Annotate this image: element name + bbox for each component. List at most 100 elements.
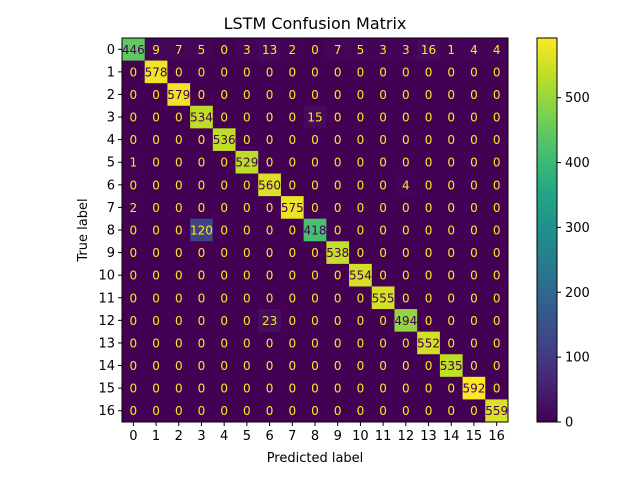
heatmap-cell: [258, 196, 282, 220]
cell-value-label: 538: [326, 246, 349, 260]
heatmap-cell: [122, 38, 146, 61]
heatmap-cell: [122, 60, 146, 84]
cell-value-label: 0: [220, 269, 228, 283]
heatmap-cell: [235, 83, 259, 107]
cell-value-label: 0: [470, 133, 478, 147]
heatmap-cell: [280, 399, 305, 423]
heatmap-cell: [280, 196, 305, 220]
cell-value-label: 0: [470, 404, 478, 418]
cell-value-label: 0: [311, 314, 319, 328]
heatmap-cell: [303, 354, 327, 378]
heatmap-cell: [190, 309, 214, 333]
cell-value-label: 0: [402, 156, 410, 170]
heatmap-cell: [439, 354, 463, 378]
cell-value-label: 0: [334, 404, 342, 418]
cell-value-label: 534: [190, 111, 213, 125]
colorbar-tick-label: 300: [565, 221, 590, 236]
cell-value-label: 0: [311, 269, 319, 283]
cell-value-label: 0: [288, 111, 296, 125]
heatmap-cell: [349, 286, 373, 310]
y-tick-label: 11: [98, 291, 115, 306]
cell-value-label: 0: [243, 133, 251, 147]
cell-value-label: 0: [379, 156, 387, 170]
colorbar-tick-label: 200: [565, 286, 590, 301]
heatmap-cell: [167, 263, 191, 287]
cell-value-label: 0: [152, 156, 160, 170]
cell-value-label: 446: [122, 43, 145, 57]
cell-value-label: 0: [198, 404, 206, 418]
heatmap-cell: [190, 83, 214, 107]
heatmap-cell: [394, 83, 418, 107]
heatmap-cell: [439, 376, 463, 400]
heatmap-cell: [326, 60, 350, 84]
cell-value-label: 0: [152, 88, 160, 102]
heatmap-cell: [371, 241, 395, 265]
cell-value-label: 0: [379, 404, 387, 418]
cell-value-label: 0: [357, 88, 365, 102]
cell-value-label: 0: [266, 246, 274, 260]
heatmap-cell: [439, 83, 463, 107]
cell-value-label: 0: [425, 404, 433, 418]
heatmap-cell: [280, 241, 305, 265]
heatmap-cell: [212, 83, 236, 107]
heatmap-cell: [417, 128, 441, 152]
heatmap-cell: [417, 150, 441, 174]
heatmap-cell: [258, 286, 282, 310]
cell-value-label: 0: [379, 65, 387, 79]
y-tick-label: 0: [107, 43, 115, 58]
cell-value-label: 0: [470, 291, 478, 305]
heatmap-cell: [235, 218, 259, 242]
cell-value-label: 0: [220, 88, 228, 102]
cell-value-label: 0: [243, 246, 251, 260]
cell-value-label: 0: [130, 224, 138, 238]
heatmap-cell: [485, 286, 509, 310]
heatmap-cell: [417, 331, 441, 355]
heatmap-cell: [303, 263, 327, 287]
y-tick-label: 15: [98, 382, 115, 397]
heatmap-cell: [303, 399, 327, 423]
heatmap-cell: [462, 218, 486, 242]
heatmap-cell: [190, 128, 214, 152]
cell-value-label: 0: [311, 156, 319, 170]
heatmap-cell: [144, 196, 168, 220]
cell-value-label: 0: [130, 111, 138, 125]
cell-value-label: 0: [357, 336, 365, 350]
cell-value-label: 0: [402, 269, 410, 283]
cell-value-label: 0: [220, 336, 228, 350]
heatmap-cell: [258, 83, 282, 107]
cell-value-label: 0: [130, 269, 138, 283]
cell-value-label: 0: [198, 201, 206, 215]
cell-value-label: 0: [152, 314, 160, 328]
cell-value-label: 0: [447, 382, 455, 396]
cell-value-label: 0: [198, 382, 206, 396]
cell-value-label: 0: [402, 336, 410, 350]
x-tick-label: 1: [152, 429, 160, 444]
heatmap-cell: [167, 150, 191, 174]
heatmap-cell: [190, 354, 214, 378]
cell-value-label: 0: [198, 88, 206, 102]
heatmap-cell: [417, 263, 441, 287]
heatmap-cell: [212, 173, 236, 197]
heatmap-cell: [371, 83, 395, 107]
heatmap-cell: [167, 60, 191, 84]
cell-value-label: 23: [262, 314, 277, 328]
heatmap-cell: [326, 376, 350, 400]
cell-value-label: 0: [198, 156, 206, 170]
cell-value-label: 0: [493, 291, 501, 305]
heatmap-cell: [122, 376, 146, 400]
heatmap-cell: [349, 150, 373, 174]
cell-value-label: 0: [175, 224, 183, 238]
heatmap-cell: [280, 173, 305, 197]
cell-value-label: 0: [357, 201, 365, 215]
heatmap-cell: [122, 331, 146, 355]
heatmap-cell: [349, 218, 373, 242]
heatmap-cell: [394, 286, 418, 310]
heatmap-cell: [167, 286, 191, 310]
cell-value-label: 0: [311, 88, 319, 102]
heatmap-cell: [349, 263, 373, 287]
cell-value-label: 0: [311, 291, 319, 305]
heatmap-cell: [280, 150, 305, 174]
cell-value-label: 0: [334, 201, 342, 215]
cell-value-label: 0: [266, 88, 274, 102]
heatmap-cell: [326, 38, 350, 61]
